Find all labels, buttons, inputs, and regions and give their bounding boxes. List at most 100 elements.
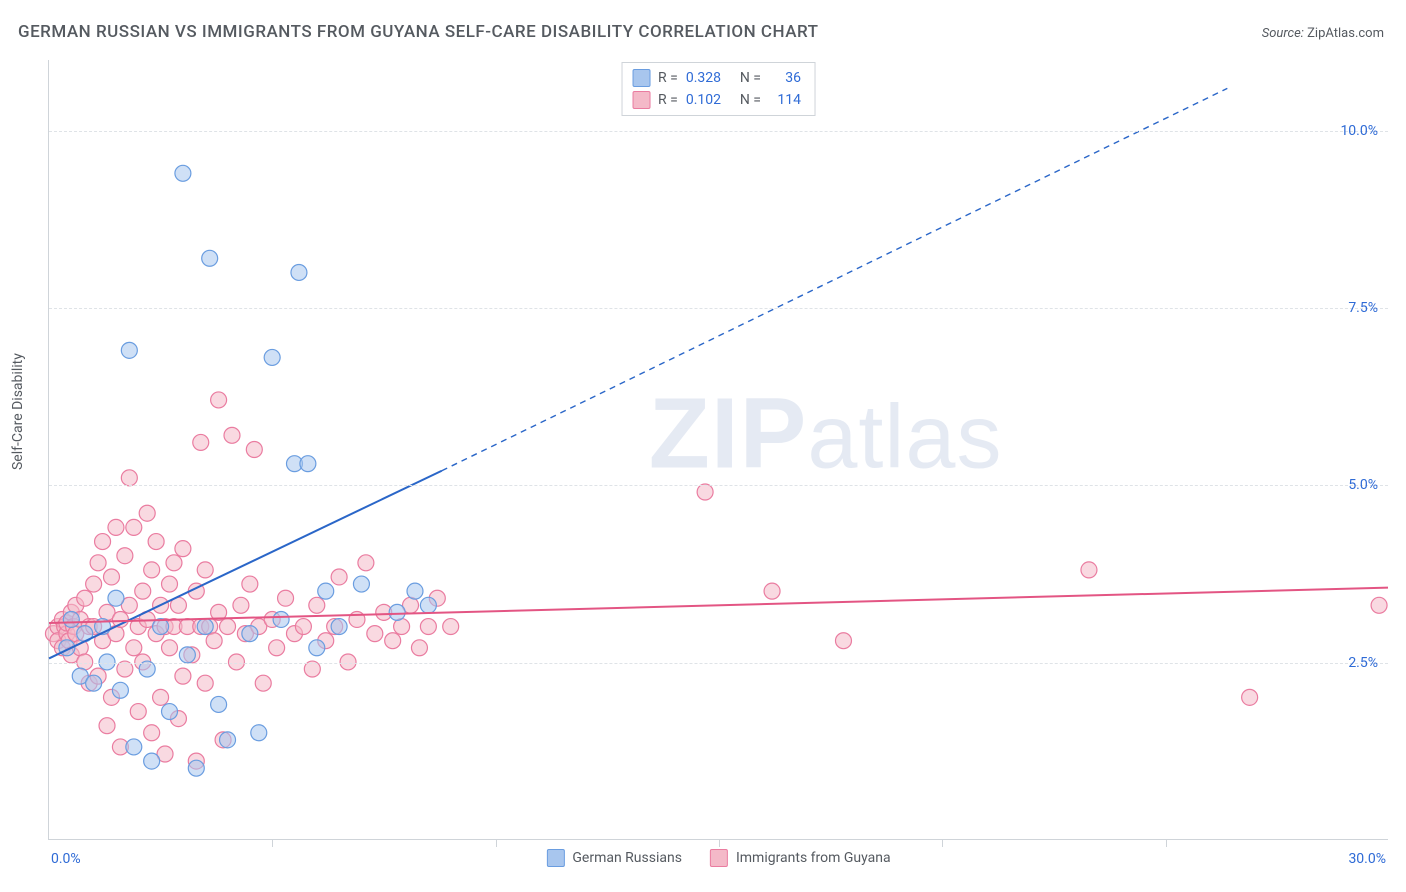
data-point-german-russians	[291, 264, 307, 280]
data-point-german-russians	[63, 611, 79, 627]
stats-n-value-immigrants-guyana: 114	[769, 89, 801, 111]
data-point-immigrants-guyana	[90, 555, 106, 571]
data-point-german-russians	[251, 725, 267, 741]
data-point-immigrants-guyana	[835, 633, 851, 649]
data-point-immigrants-guyana	[139, 505, 155, 521]
data-point-immigrants-guyana	[394, 619, 410, 635]
stats-row-immigrants-guyana: R = 0.102 N = 114	[632, 89, 801, 111]
data-point-immigrants-guyana	[175, 541, 191, 557]
legend-label-immigrants-guyana: Immigrants from Guyana	[736, 850, 891, 866]
data-point-german-russians	[126, 739, 142, 755]
data-point-immigrants-guyana	[1081, 562, 1097, 578]
data-point-immigrants-guyana	[385, 633, 401, 649]
data-point-german-russians	[175, 165, 191, 181]
stats-n-value-german-russians: 36	[769, 67, 801, 89]
data-point-immigrants-guyana	[121, 470, 137, 486]
data-point-german-russians	[108, 590, 124, 606]
x-tick	[496, 839, 497, 847]
data-point-immigrants-guyana	[148, 534, 164, 550]
data-point-german-russians	[300, 456, 316, 472]
source-value: ZipAtlas.com	[1307, 26, 1384, 41]
data-point-immigrants-guyana	[77, 590, 93, 606]
data-point-german-russians	[273, 611, 289, 627]
data-point-immigrants-guyana	[126, 519, 142, 535]
x-tick-label: 0.0%	[51, 851, 81, 867]
data-point-german-russians	[331, 619, 347, 635]
data-point-immigrants-guyana	[206, 633, 222, 649]
plot-area: ZIPatlas R = 0.328 N = 36 R = 0.102 N = …	[48, 60, 1388, 840]
data-point-immigrants-guyana	[1371, 597, 1387, 613]
stats-row-german-russians: R = 0.328 N = 36	[632, 67, 801, 89]
data-point-german-russians	[188, 760, 204, 776]
data-point-german-russians	[420, 597, 436, 613]
gridline	[49, 131, 1388, 132]
data-point-immigrants-guyana	[211, 392, 227, 408]
y-axis-label: Self-Care Disability	[10, 353, 26, 470]
data-point-immigrants-guyana	[278, 590, 294, 606]
data-point-immigrants-guyana	[135, 583, 151, 599]
data-point-immigrants-guyana	[764, 583, 780, 599]
stats-r-label: R =	[658, 89, 678, 111]
data-point-german-russians	[318, 583, 334, 599]
data-point-german-russians	[211, 696, 227, 712]
data-point-immigrants-guyana	[255, 675, 271, 691]
data-point-german-russians	[407, 583, 423, 599]
swatch-immigrants-guyana	[632, 91, 650, 109]
data-point-immigrants-guyana	[117, 548, 133, 564]
data-point-immigrants-guyana	[309, 597, 325, 613]
data-point-immigrants-guyana	[197, 675, 213, 691]
trend-line-immigrants-guyana	[49, 588, 1388, 623]
data-point-german-russians	[112, 682, 128, 698]
x-tick	[272, 839, 273, 847]
data-point-immigrants-guyana	[220, 619, 236, 635]
legend-label-german-russians: German Russians	[572, 850, 682, 866]
data-point-immigrants-guyana	[1242, 689, 1258, 705]
x-tick	[1166, 839, 1167, 847]
source-label: Source:	[1262, 26, 1304, 41]
stats-n-label: N =	[740, 67, 761, 89]
data-point-german-russians	[86, 675, 102, 691]
stats-r-value-immigrants-guyana: 0.102	[686, 89, 732, 111]
y-tick-label: 2.5%	[1348, 655, 1378, 671]
gridline	[49, 485, 1388, 486]
data-point-immigrants-guyana	[367, 626, 383, 642]
data-point-immigrants-guyana	[130, 704, 146, 720]
data-point-german-russians	[121, 342, 137, 358]
data-point-immigrants-guyana	[443, 619, 459, 635]
data-point-german-russians	[179, 647, 195, 663]
data-point-immigrants-guyana	[144, 562, 160, 578]
data-point-german-russians	[242, 626, 258, 642]
data-point-immigrants-guyana	[86, 576, 102, 592]
data-point-german-russians	[162, 704, 178, 720]
legend-swatch-immigrants-guyana	[710, 849, 728, 867]
data-point-immigrants-guyana	[269, 640, 285, 656]
swatch-german-russians	[632, 69, 650, 87]
data-point-immigrants-guyana	[126, 640, 142, 656]
data-point-immigrants-guyana	[162, 576, 178, 592]
chart-svg	[49, 60, 1388, 839]
y-tick-label: 7.5%	[1348, 300, 1378, 316]
legend: German Russians Immigrants from Guyana	[546, 849, 890, 867]
data-point-german-russians	[144, 753, 160, 769]
chart-title: GERMAN RUSSIAN VS IMMIGRANTS FROM GUYANA…	[18, 22, 818, 42]
data-point-immigrants-guyana	[197, 562, 213, 578]
legend-item-immigrants-guyana: Immigrants from Guyana	[710, 849, 891, 867]
data-point-immigrants-guyana	[99, 718, 115, 734]
data-point-german-russians	[197, 619, 213, 635]
data-point-german-russians	[353, 576, 369, 592]
data-point-german-russians	[309, 640, 325, 656]
source-attribution: Source: ZipAtlas.com	[1262, 26, 1384, 41]
stats-r-value-german-russians: 0.328	[686, 67, 732, 89]
y-tick-label: 5.0%	[1348, 477, 1378, 493]
stats-r-label: R =	[658, 67, 678, 89]
data-point-german-russians	[389, 604, 405, 620]
gridline	[49, 663, 1388, 664]
data-point-german-russians	[220, 732, 236, 748]
data-point-immigrants-guyana	[108, 519, 124, 535]
data-point-immigrants-guyana	[358, 555, 374, 571]
stats-n-label: N =	[740, 89, 761, 111]
data-point-immigrants-guyana	[242, 576, 258, 592]
data-point-immigrants-guyana	[103, 569, 119, 585]
data-point-immigrants-guyana	[224, 427, 240, 443]
gridline	[49, 308, 1388, 309]
